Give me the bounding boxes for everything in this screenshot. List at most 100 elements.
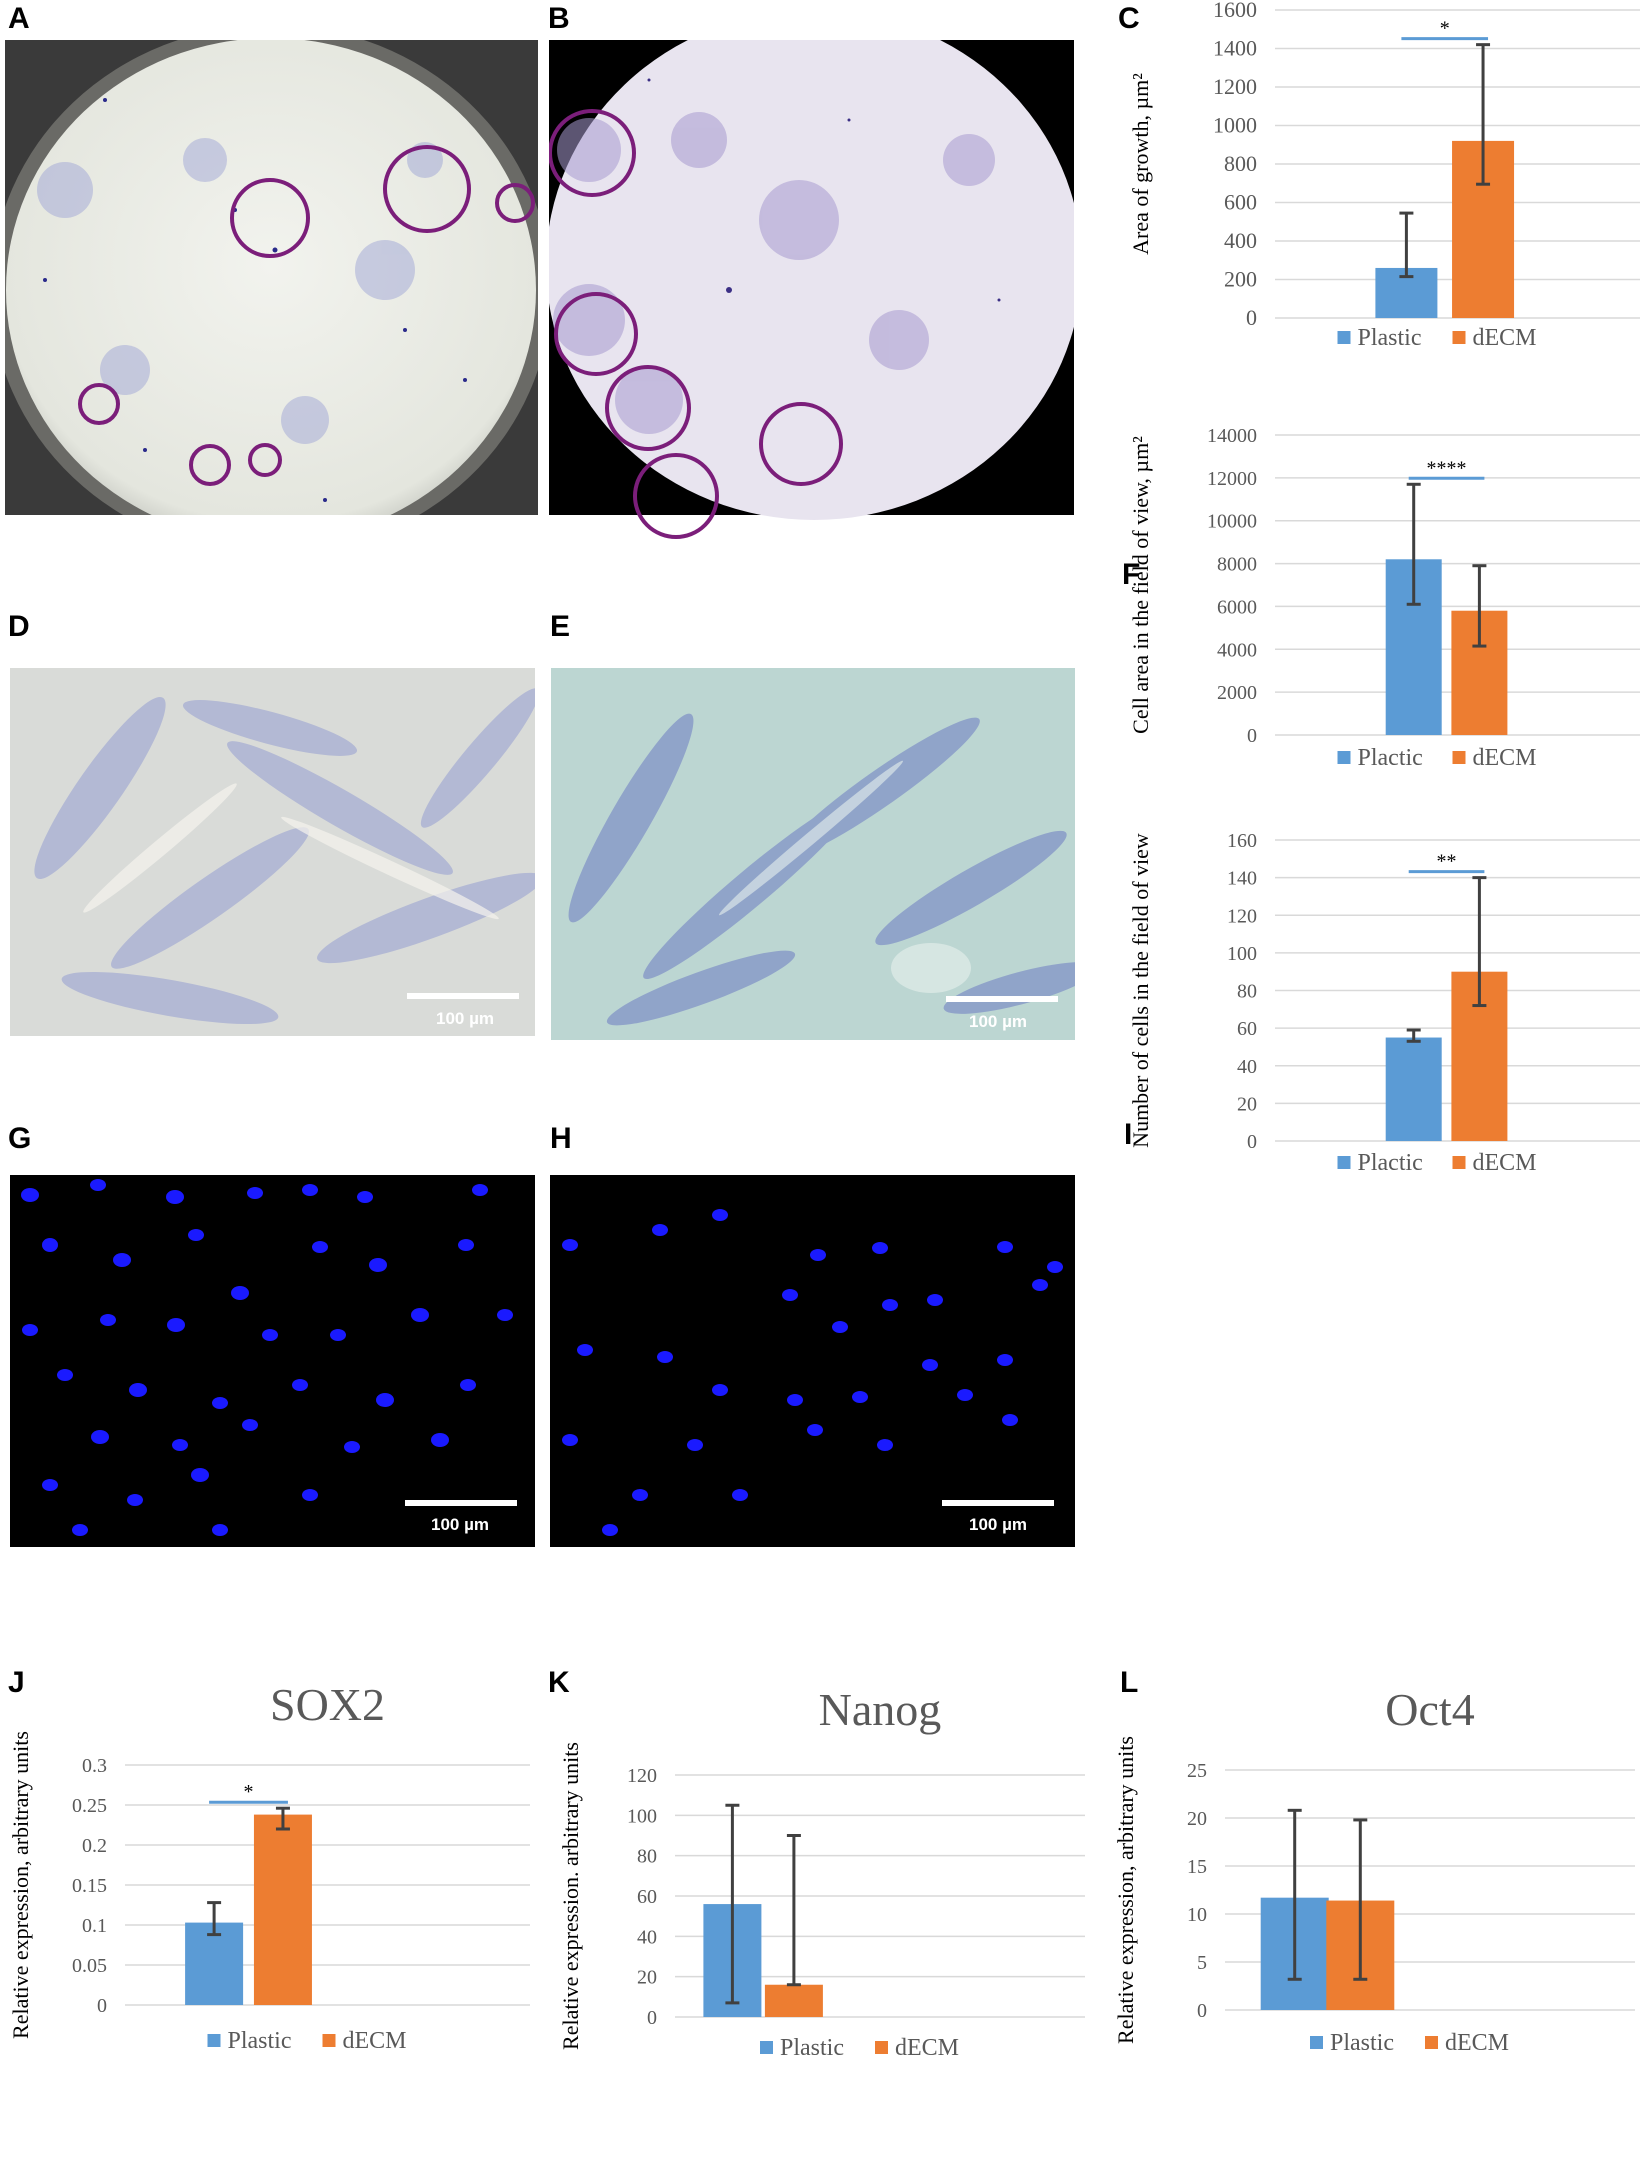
- chart-k: Nanog 0 20 40 60 80 100 120 Relative expression.…: [558, 1684, 1085, 2061]
- dapi-image-h: 100 µm: [550, 1175, 1075, 1547]
- y-tick-label: 140: [1227, 868, 1257, 890]
- chart-l: Oct4 0 5 10 15 20 25 Relative expression, arbit…: [1113, 1684, 1635, 2056]
- legend-label: dECM: [1473, 1150, 1537, 1176]
- legend-swatch: [1310, 2036, 1323, 2049]
- y-axis-label: Relative expression, arbitrary units: [8, 1731, 33, 2039]
- legend-swatch: [1337, 331, 1351, 344]
- scale-bar-h: [942, 1500, 1054, 1506]
- legend-label: Plastic: [228, 2028, 292, 2054]
- legend-label: Plastic: [1330, 2030, 1394, 2056]
- y-tick-label: 0.3: [82, 1755, 107, 1777]
- y-tick-label: 20: [1237, 1093, 1257, 1115]
- bar-plastic: [185, 1922, 244, 2005]
- y-tick-label: 12000: [1207, 468, 1257, 490]
- y-tick-label: 0.2: [82, 1835, 107, 1857]
- y-tick-label: 0: [1197, 2000, 1207, 2022]
- panel-label-d: D: [8, 610, 30, 643]
- y-tick-label: 4000: [1217, 639, 1257, 661]
- significance-marker: *: [1440, 18, 1450, 40]
- micrograph-b: [549, 40, 1074, 540]
- cell-image-e: 100 µm: [551, 668, 1075, 1040]
- legend-label: Plactic: [1358, 1150, 1423, 1176]
- y-tick-label: 2000: [1217, 682, 1257, 704]
- y-tick-label: 0: [1247, 1131, 1257, 1153]
- y-tick-label: 400: [1224, 228, 1257, 253]
- y-tick-label: 1000: [1213, 113, 1257, 138]
- panel-label-c: C: [1118, 2, 1140, 35]
- y-tick-label: 80: [1237, 981, 1257, 1003]
- y-tick-label: 0: [1247, 725, 1257, 747]
- y-tick-label: 15: [1187, 1856, 1207, 1878]
- chart-i: 0 20 40 60 80 100 120 140 160 Number of cells in …: [1128, 830, 1640, 1176]
- y-tick-label: 0.1: [82, 1915, 107, 1937]
- chart-c: 0 200 400 600 800 1000 1200 1400 1600 Area of gro…: [1128, 0, 1640, 351]
- y-tick-label: 800: [1224, 151, 1257, 176]
- y-tick-label: 1400: [1213, 36, 1257, 61]
- y-tick-label: 14000: [1207, 425, 1257, 447]
- y-tick-label: 100: [1227, 943, 1257, 965]
- plate-image-a: [5, 40, 538, 515]
- y-tick-label: 10000: [1207, 511, 1257, 533]
- panel-label-j: J: [8, 1666, 25, 1699]
- y-axis-label: Relative expression. arbitrary units: [558, 1742, 583, 2050]
- y-tick-label: 0: [647, 2007, 657, 2029]
- y-tick-label: 0: [1246, 305, 1257, 330]
- y-tick-label: 60: [637, 1886, 657, 1908]
- y-tick-label: 120: [1227, 905, 1257, 927]
- chart-title: Nanog: [819, 1684, 942, 1735]
- legend-label: Plactic: [1358, 745, 1423, 771]
- y-axis-label: Area of growth, µm²: [1128, 73, 1153, 255]
- legend-swatch: [207, 2034, 221, 2047]
- micrograph-h: 100 µm: [550, 1175, 1075, 1547]
- significance-marker: **: [1437, 851, 1457, 873]
- micrograph-a: [5, 40, 538, 515]
- y-tick-label: 160: [1227, 830, 1257, 852]
- y-tick-label: 0: [97, 1995, 107, 2017]
- chart-f: 0 2000 4000 6000 8000 10000 12000 14000 Cell are…: [1128, 425, 1640, 771]
- y-tick-label: 20: [1187, 1808, 1207, 1830]
- bar-plactic: [1385, 1037, 1442, 1141]
- panel-label-a: A: [8, 2, 30, 35]
- y-tick-label: 6000: [1217, 596, 1257, 618]
- micrograph-d: 100 µm: [10, 668, 535, 1036]
- panel-label-l: L: [1120, 1666, 1139, 1699]
- panel-label-b: B: [548, 2, 570, 35]
- cell-image-d: 100 µm: [10, 668, 535, 1036]
- y-tick-label: 60: [1237, 1018, 1257, 1040]
- legend-swatch: [760, 2041, 773, 2054]
- legend-swatch: [322, 2034, 336, 2047]
- bar-decm: [764, 1984, 823, 2017]
- legend-label: dECM: [343, 2028, 407, 2054]
- y-tick-label: 20: [637, 1967, 657, 1989]
- y-tick-label: 1600: [1213, 0, 1257, 22]
- y-axis-label: Number of cells in the field of view: [1128, 833, 1153, 1148]
- y-tick-label: 0.15: [72, 1875, 107, 1897]
- legend-swatch: [1425, 2036, 1438, 2049]
- scale-bar-label-e: 100 µm: [969, 1012, 1027, 1031]
- scale-bar-g: [405, 1500, 517, 1506]
- micrograph-g: 100 µm: [10, 1175, 535, 1547]
- legend-swatch: [1337, 751, 1351, 764]
- y-tick-label: 600: [1224, 190, 1257, 215]
- chart-title: Oct4: [1385, 1684, 1474, 1735]
- chart-title: SOX2: [270, 1679, 385, 1730]
- panel-label-k: K: [548, 1666, 570, 1699]
- micrograph-e: 100 µm: [551, 668, 1075, 1040]
- legend-swatch: [1337, 1156, 1351, 1169]
- significance-marker: ****: [1427, 457, 1467, 479]
- panel-label-i: I: [1124, 1118, 1133, 1151]
- colony-circles-a: [78, 145, 535, 486]
- legend-label: Plastic: [1358, 325, 1422, 351]
- significance-marker: *: [244, 1781, 254, 1803]
- colony-circles-b: [549, 109, 843, 539]
- legend-label: dECM: [1445, 2030, 1509, 2056]
- panel-label-e: E: [550, 610, 571, 643]
- legend-swatch: [1452, 331, 1466, 344]
- legend-label: dECM: [1473, 325, 1537, 351]
- y-tick-label: 0.05: [72, 1955, 107, 1977]
- legend-swatch: [875, 2041, 888, 2054]
- y-tick-label: 5: [1197, 1952, 1207, 1974]
- y-tick-label: 10: [1187, 1904, 1207, 1926]
- y-tick-label: 40: [637, 1926, 657, 1948]
- scale-bar-d: [407, 993, 519, 999]
